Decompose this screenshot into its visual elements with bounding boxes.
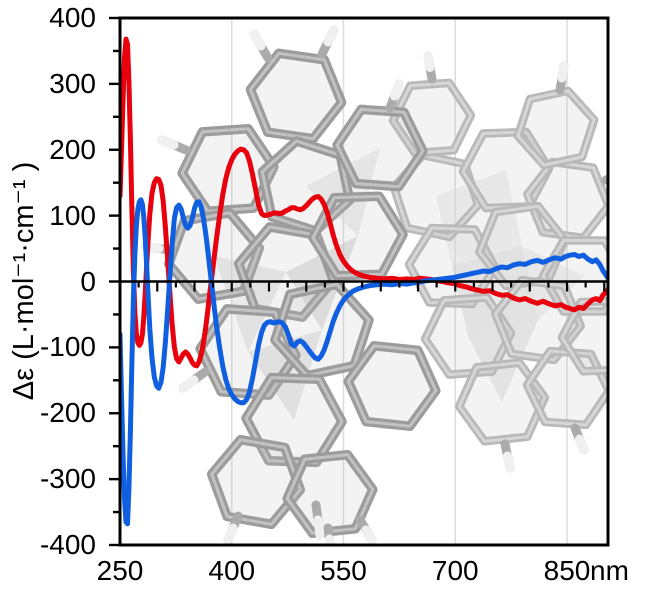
y-tick-label: -200: [39, 397, 96, 429]
x-tick-label: 250: [96, 555, 144, 586]
y-tick-label: 300: [49, 67, 96, 99]
curve-enantiomer-red: [120, 36, 608, 369]
y-tick-label: -100: [39, 331, 96, 363]
x-axis-unit-label: nm: [590, 555, 629, 586]
x-tick-label: 400: [208, 555, 256, 586]
plot-frame: [118, 16, 610, 547]
y-tick-label: 0: [80, 265, 96, 297]
molecule-overlay: [141, 25, 608, 545]
y-tick-label: 400: [49, 2, 96, 33]
x-tick-label: 700: [431, 555, 479, 586]
curve-enantiomer-blue: [120, 197, 608, 527]
y-tick-label: -400: [39, 529, 96, 560]
y-tick-label: 200: [49, 133, 96, 165]
y-tick-label: -300: [39, 463, 96, 495]
y-tick-label: 100: [49, 199, 96, 231]
x-tick-label: 550: [320, 555, 367, 586]
x-tick-label: 850: [543, 555, 591, 586]
